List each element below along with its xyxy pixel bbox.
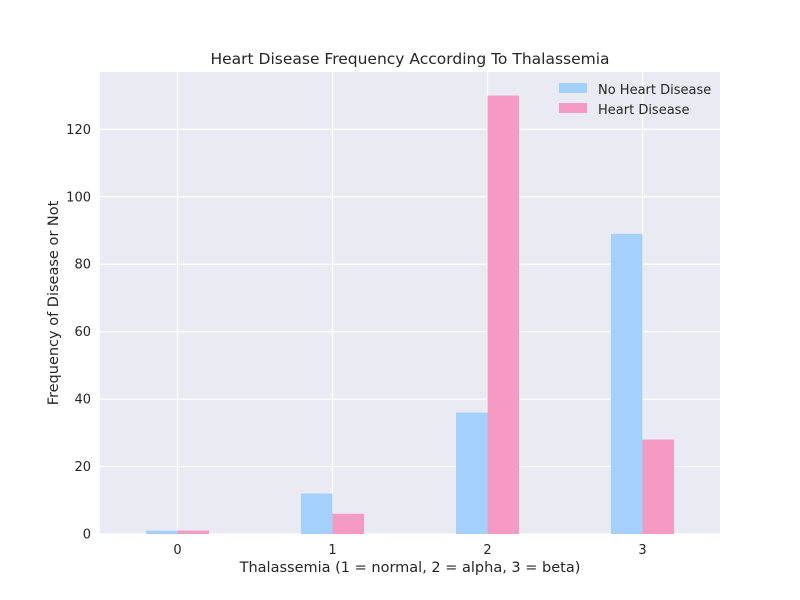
- legend-swatch-heart-disease: [559, 103, 587, 113]
- bar-heart-disease-3: [642, 439, 674, 534]
- legend-label-no-heart-disease: No Heart Disease: [598, 83, 711, 98]
- bar-no-heart-disease-1: [301, 493, 333, 534]
- bar-heart-disease-2: [487, 95, 519, 535]
- bars: [146, 95, 674, 535]
- y-tick-label: 0: [83, 528, 91, 543]
- bar-no-heart-disease-3: [611, 233, 643, 535]
- legend-swatch-no-heart-disease: [559, 83, 587, 93]
- bar-heart-disease-1: [332, 513, 364, 534]
- y-tick-label: 100: [66, 190, 91, 205]
- tick-labels: 0 20 40 60 80 100 120 0 1 2 3: [66, 123, 646, 558]
- bar-no-heart-disease-0: [146, 530, 178, 534]
- x-tick-label: 0: [173, 543, 181, 558]
- legend-label-heart-disease: Heart Disease: [598, 103, 689, 118]
- bar-no-heart-disease-2: [456, 412, 488, 534]
- x-tick-label: 1: [328, 543, 336, 558]
- y-tick-label: 40: [74, 393, 91, 408]
- x-tick-label: 2: [483, 543, 491, 558]
- y-axis-label: Frequency of Disease or Not: [46, 200, 62, 405]
- y-tick-label: 60: [74, 325, 91, 340]
- chart-title: Heart Disease Frequency According To Tha…: [210, 50, 609, 68]
- y-tick-label: 120: [66, 123, 91, 138]
- x-axis-label: Thalassemia (1 = normal, 2 = alpha, 3 = …: [239, 560, 581, 576]
- x-tick-label: 3: [638, 543, 646, 558]
- y-tick-label: 20: [74, 460, 91, 475]
- bar-heart-disease-0: [177, 530, 209, 534]
- y-tick-label: 80: [74, 258, 91, 273]
- legend: No Heart Disease Heart Disease: [559, 83, 711, 118]
